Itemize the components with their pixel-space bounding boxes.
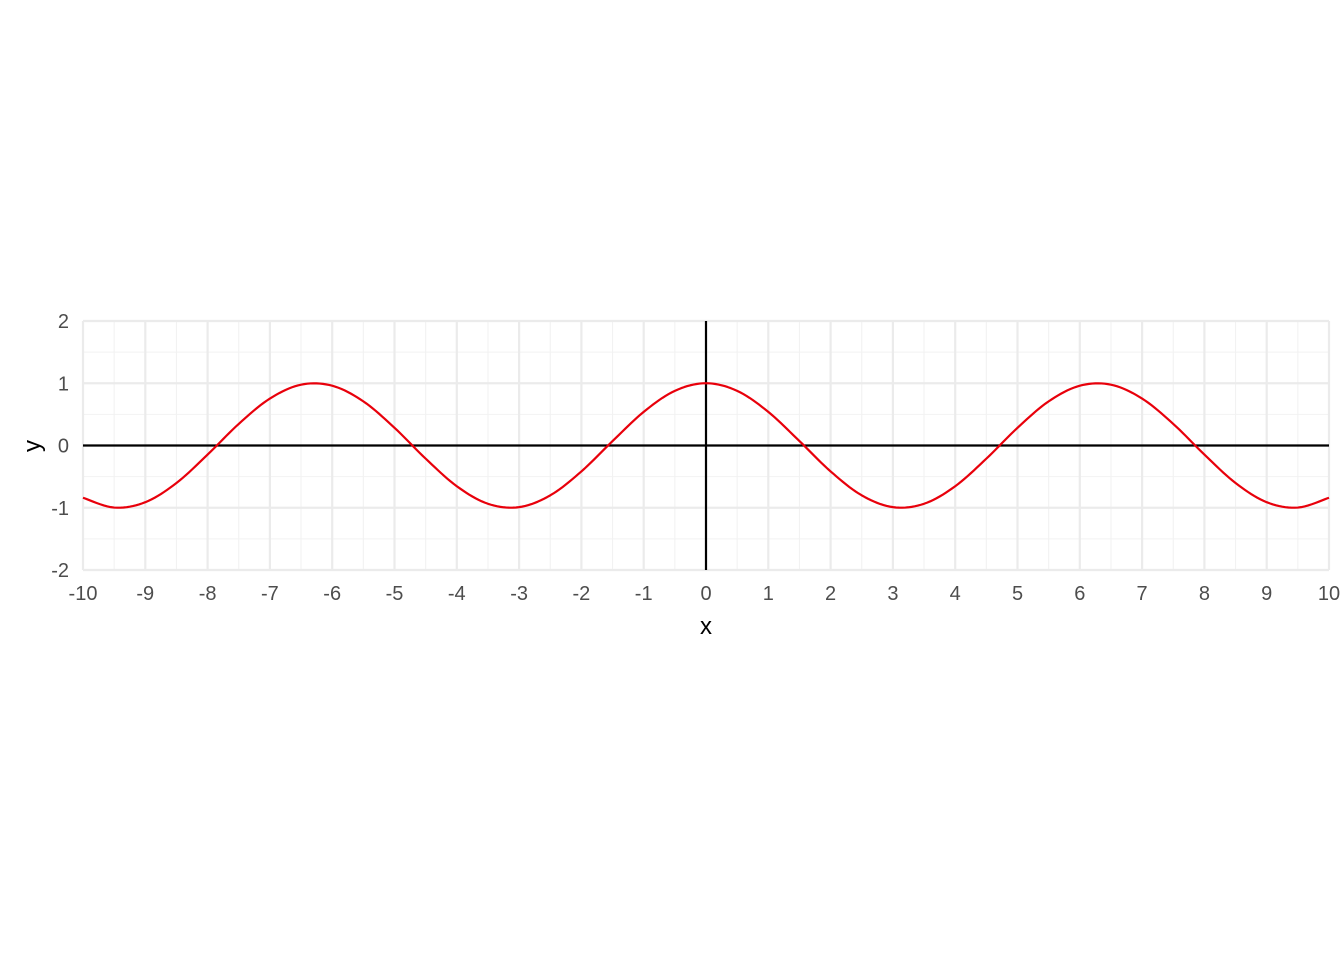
y-tick-label: 0	[58, 436, 69, 458]
x-tick-label: -6	[323, 583, 341, 605]
x-tick-label: 7	[1137, 583, 1148, 605]
x-tick-label: 8	[1199, 583, 1210, 605]
series-line-0	[82, 382, 1330, 509]
x-tick-label: 1	[763, 583, 774, 605]
x-axis-title: x	[700, 613, 712, 640]
x-tick-label: -5	[386, 583, 404, 605]
x-tick-label: 0	[700, 583, 711, 605]
series-layer	[82, 382, 1330, 509]
y-tick-label: -2	[51, 560, 69, 582]
y-axis-title: y	[19, 440, 46, 452]
x-tick-labels: -10 -9 -8 -7 -6 -5 -4 -3 -2 -1 0 1 2 3 4 5 6 7 8 9 10	[69, 583, 1341, 605]
x-tick-label: 3	[887, 583, 898, 605]
y-tick-label: 2	[58, 311, 69, 333]
x-tick-label: 2	[825, 583, 836, 605]
zero-lines	[83, 321, 1329, 570]
x-tick-label: 4	[950, 583, 961, 605]
x-tick-label: -2	[573, 583, 591, 605]
x-tick-label: 6	[1074, 583, 1085, 605]
x-tick-label: 9	[1261, 583, 1272, 605]
x-tick-label: -9	[136, 583, 154, 605]
x-tick-label: 10	[1318, 583, 1340, 605]
x-tick-label: -8	[199, 583, 217, 605]
x-tick-label: -7	[261, 583, 279, 605]
x-tick-label: 5	[1012, 583, 1023, 605]
y-tick-labels: -2 -1 0 1 2	[51, 311, 69, 582]
x-tick-label: -3	[510, 583, 528, 605]
x-tick-label: -1	[635, 583, 653, 605]
x-tick-label: -4	[448, 583, 466, 605]
x-tick-label: -10	[69, 583, 98, 605]
y-tick-label: -1	[51, 498, 69, 520]
y-tick-label: 1	[58, 373, 69, 395]
